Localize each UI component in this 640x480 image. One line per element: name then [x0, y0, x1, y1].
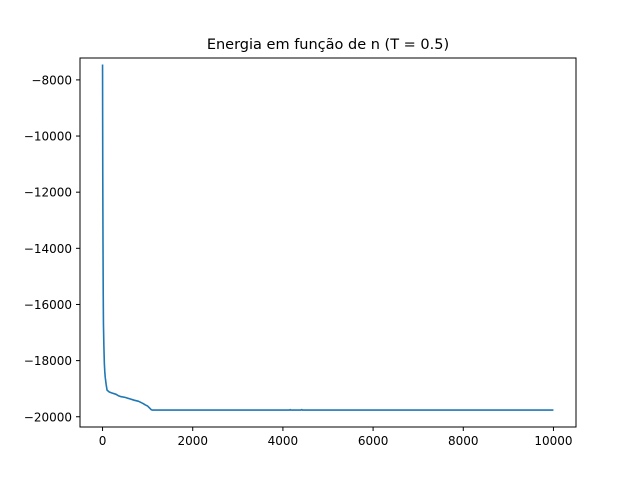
- y-tick-label: −16000: [24, 298, 72, 312]
- y-tick-label: −10000: [24, 130, 72, 144]
- chart-title: Energia em função de n (T = 0.5): [207, 37, 449, 53]
- x-tick-label: 6000: [358, 434, 389, 448]
- x-tick-label: 10000: [534, 434, 572, 448]
- energy-series-line: [101, 64, 554, 411]
- x-tick-label: 4000: [268, 434, 299, 448]
- y-axis: −20000 −18000 −16000 −14000 −12000 −10000 −800…: [24, 73, 80, 424]
- y-tick-label: −20000: [24, 410, 72, 424]
- x-axis: 0 2000 4000 6000 8000 10000: [99, 427, 573, 448]
- plot-frame: [79, 57, 577, 428]
- y-tick-label: −14000: [24, 242, 72, 256]
- x-tick-label: 8000: [448, 434, 479, 448]
- y-tick-label: −8000: [31, 73, 72, 87]
- x-tick-label: 2000: [177, 434, 208, 448]
- y-tick-label: −18000: [24, 354, 72, 368]
- series-layer: [101, 64, 554, 411]
- x-tick-label: 0: [99, 434, 107, 448]
- y-tick-label: −12000: [24, 186, 72, 200]
